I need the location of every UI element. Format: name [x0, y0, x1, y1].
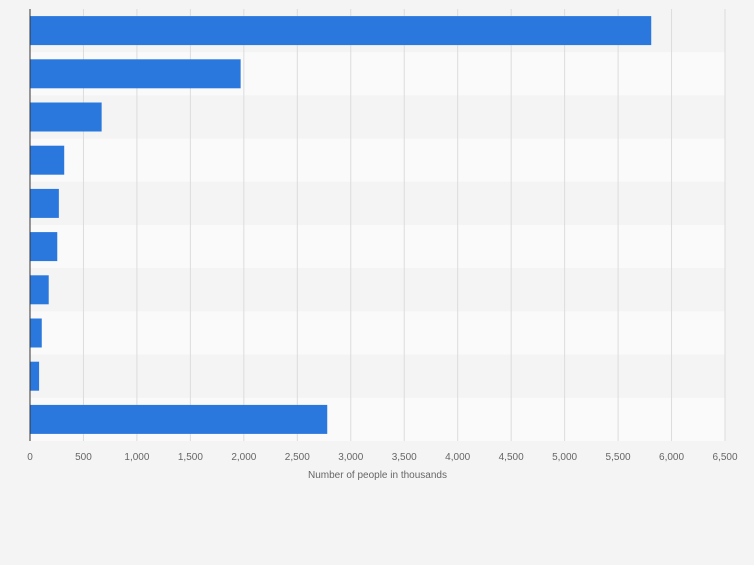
x-tick-label: 500 — [75, 452, 92, 463]
x-tick-label: 4,500 — [499, 452, 524, 463]
x-tick-label: 1,500 — [178, 452, 203, 463]
x-axis-label: Number of people in thousands — [308, 470, 447, 481]
x-tick-label: 3,000 — [338, 452, 363, 463]
x-tick-label: 5,000 — [552, 452, 577, 463]
x-tick-label: 1,000 — [124, 452, 149, 463]
row-bands — [30, 9, 725, 441]
row-band — [30, 225, 725, 269]
x-axis-ticks: 0 500 1,000 1,500 2,000 2,500 3,000 3,500 4,000 4… — [27, 452, 738, 463]
x-tick-label: 2,500 — [285, 452, 310, 463]
bar — [30, 16, 652, 46]
x-tick-label: 4,000 — [445, 452, 470, 463]
x-tick-label: 6,500 — [712, 452, 737, 463]
row-band — [30, 138, 725, 182]
x-tick-label: 2,000 — [231, 452, 256, 463]
bar — [30, 318, 42, 348]
x-tick-label: 0 — [27, 452, 33, 463]
row-band — [30, 311, 725, 355]
bar — [30, 59, 241, 89]
row-band — [30, 181, 725, 225]
x-tick-label: 6,000 — [659, 452, 684, 463]
row-band — [30, 95, 725, 139]
bar — [30, 102, 102, 132]
x-tick-label: 5,500 — [606, 452, 631, 463]
bar — [30, 188, 59, 218]
bar — [30, 145, 65, 175]
row-band — [30, 268, 725, 312]
bar — [30, 232, 58, 262]
x-tick-label: 3,500 — [392, 452, 417, 463]
bar — [30, 275, 49, 305]
bar — [30, 361, 40, 391]
bar — [30, 404, 328, 434]
bars — [30, 16, 652, 434]
row-band — [30, 354, 725, 398]
